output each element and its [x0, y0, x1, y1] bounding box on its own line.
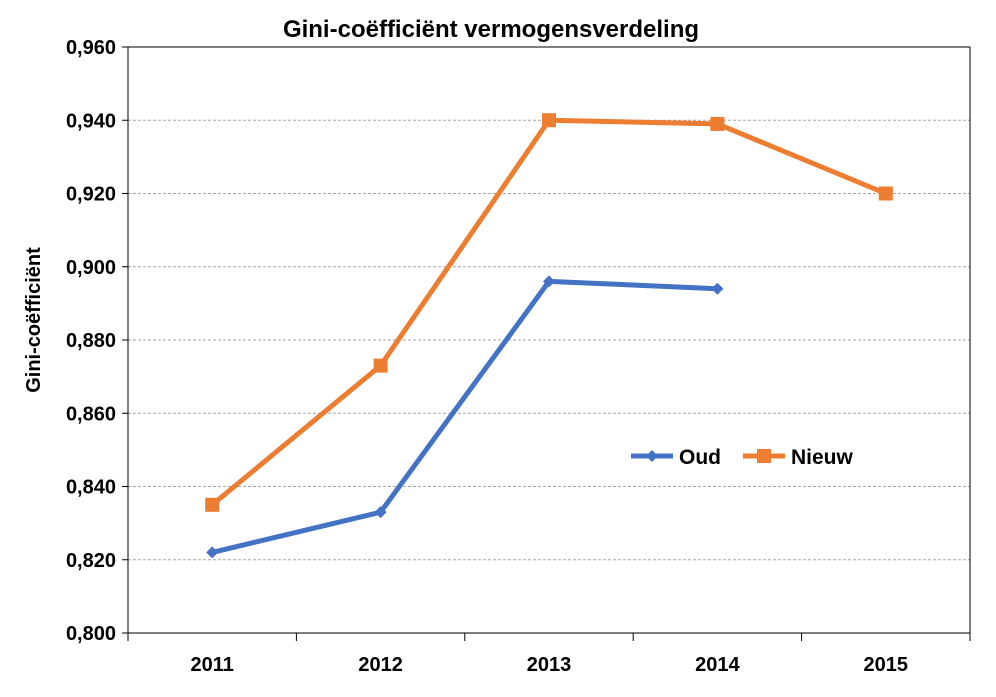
data-point [374, 506, 387, 519]
series-nieuw [205, 113, 893, 512]
y-axis-title: Gini-coëfficiënt [23, 247, 45, 393]
axes: 0,800 0,820 0,840 0,860 0,880 0,900 0,920 0,940… [66, 37, 971, 676]
legend-marker [646, 450, 658, 462]
series-oud [206, 275, 724, 559]
data-point [878, 186, 893, 201]
y-tick-label: 0,900 [66, 257, 116, 279]
y-tick-label: 0,840 [66, 477, 116, 499]
y-tick-label: 0,880 [66, 330, 116, 352]
y-tick-label: 0,920 [66, 184, 116, 206]
chart-title: Gini-coëfficiënt vermogensverdeling [283, 16, 699, 43]
gridlines [128, 119, 970, 561]
y-tick-label: 0,820 [66, 550, 116, 572]
data-point [206, 546, 219, 559]
series-line [210, 117, 887, 507]
legend-item-nieuw: Nieuw [743, 446, 854, 469]
data-point [710, 116, 725, 131]
legend: Oud Nieuw [631, 446, 854, 469]
y-tick-label: 0,800 [66, 623, 116, 645]
series-layer [205, 113, 893, 559]
x-tick-label: 2015 [864, 654, 909, 676]
y-tick-label: 0,960 [66, 37, 116, 59]
legend-label: Oud [679, 446, 721, 469]
legend-item-oud: Oud [631, 446, 721, 469]
x-tick-label: 2014 [695, 654, 740, 676]
data-point [711, 282, 724, 295]
data-point [542, 113, 556, 128]
x-tick-label: 2011 [191, 654, 234, 676]
legend-marker [757, 449, 771, 463]
legend-label: Nieuw [791, 446, 854, 469]
data-point [205, 497, 220, 512]
x-tick-label: 2013 [527, 654, 572, 676]
data-point [543, 275, 555, 288]
y-tick-label: 0,860 [66, 403, 116, 425]
x-tick-label: 2012 [358, 654, 403, 676]
data-point [373, 358, 388, 373]
y-tick-label: 0,940 [66, 110, 116, 132]
series-line [211, 278, 718, 555]
